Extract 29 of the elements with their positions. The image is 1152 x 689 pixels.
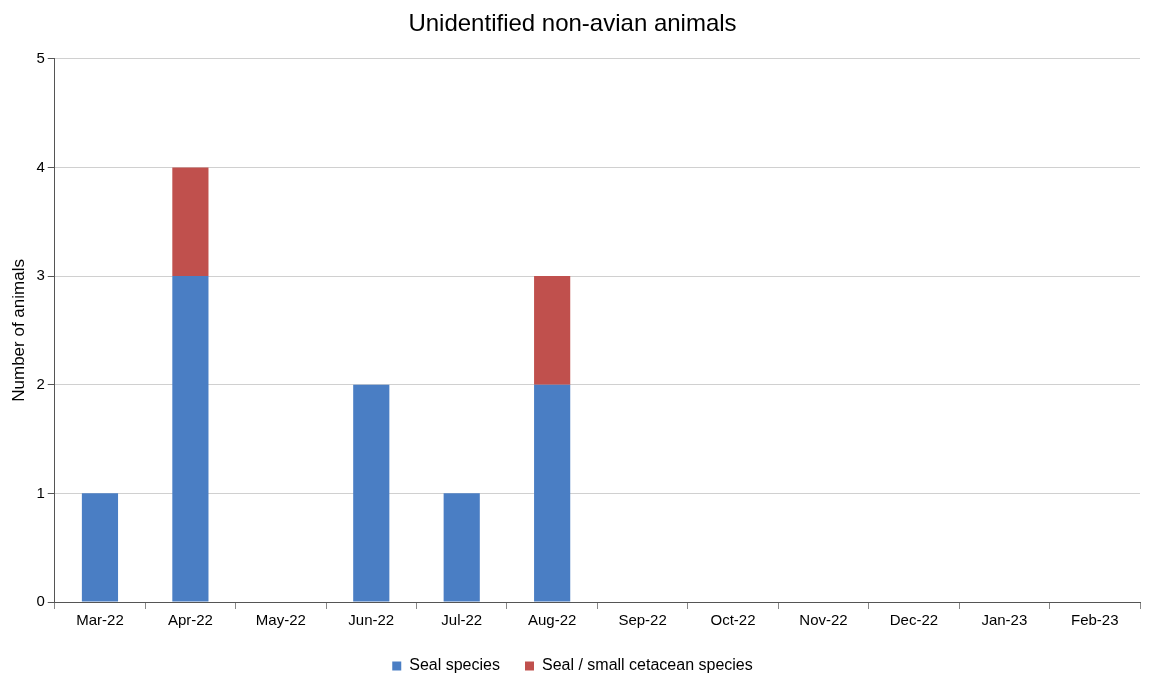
x-tick-label: Jun-22 (348, 611, 395, 629)
y-tick-label: 2 (36, 374, 45, 392)
bar (172, 276, 209, 602)
bar (534, 384, 571, 602)
y-tick-label: 3 (36, 266, 45, 284)
x-tick-label: Sep-22 (618, 611, 667, 629)
x-tick-label: Oct-22 (710, 611, 756, 629)
y-tick-label: 4 (36, 157, 45, 175)
y-tick-label: 1 (36, 483, 45, 501)
x-tick-label: Nov-22 (799, 611, 848, 629)
legend-label: Seal species (409, 656, 500, 674)
x-tick-label: Apr-22 (167, 611, 213, 629)
bar (81, 493, 119, 602)
bar (353, 384, 390, 602)
x-tick-label: May-22 (255, 611, 306, 629)
chart-title: Unidentified non-avian animals (408, 9, 737, 37)
bar (172, 167, 209, 277)
x-tick-label: Mar-22 (76, 611, 124, 629)
x-tick-label: Jul-22 (441, 611, 483, 629)
legend-label: Seal / small cetacean species (541, 656, 753, 674)
x-tick-label: Feb-23 (1071, 611, 1119, 629)
y-tick-label: 5 (36, 48, 45, 66)
y-tick-label: 0 (36, 592, 45, 610)
y-axis-title: Number of animals (8, 259, 28, 402)
x-tick-label: Aug-22 (527, 611, 577, 629)
bar (443, 493, 480, 602)
x-tick-label: Dec-22 (889, 611, 939, 629)
x-tick-label: Jan-23 (981, 611, 1028, 629)
bar (534, 276, 571, 385)
